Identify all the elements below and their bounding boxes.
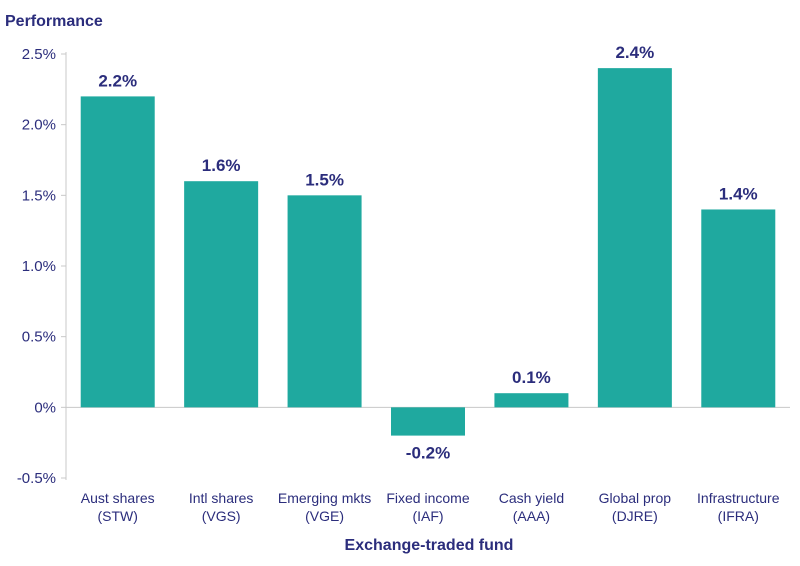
bar <box>701 209 776 408</box>
bar-value-label: 2.2% <box>98 71 137 90</box>
bar <box>184 181 259 408</box>
x-axis-categories: Aust shares (STW) Intl shares (VGS) Emerging… <box>81 490 780 524</box>
bar-value-label: 1.5% <box>305 170 344 189</box>
x-category-code: (STW) <box>97 508 137 524</box>
y-axis-title: Performance <box>5 13 103 30</box>
bar <box>391 407 465 436</box>
x-category-name: Cash yield <box>499 490 564 506</box>
y-tick-label: -0.5% <box>17 470 56 487</box>
bars-group: 2.2% 1.6% 1.5% -0.2% 0.1% 2.4% 1.4% <box>80 43 776 463</box>
x-category-name: Aust shares <box>81 490 155 506</box>
bar <box>494 393 569 408</box>
y-tick-label: 2.0% <box>22 117 56 134</box>
y-axis-ticks: 2.5% 2.0% 1.5% 1.0% 0.5% 0% -0.5% <box>17 46 66 487</box>
bar <box>80 96 155 408</box>
x-category-code: (AAA) <box>513 508 550 524</box>
bar-value-label: 2.4% <box>615 43 654 62</box>
x-category-name: Fixed income <box>386 490 469 506</box>
y-tick-label: 0.5% <box>22 329 56 346</box>
y-tick-label: 1.0% <box>22 258 56 275</box>
x-category-code: (DJRE) <box>612 508 658 524</box>
bar <box>597 68 672 408</box>
x-category-code: (IAF) <box>412 508 443 524</box>
x-category-name: Infrastructure <box>697 490 780 506</box>
bar-value-label: -0.2% <box>406 444 450 463</box>
bar-value-label: 1.4% <box>719 184 758 203</box>
x-category-name: Intl shares <box>189 490 254 506</box>
y-tick-label: 1.5% <box>22 187 56 204</box>
bar <box>287 195 362 408</box>
y-tick-label: 2.5% <box>22 46 56 63</box>
y-tick-label: 0% <box>34 399 56 416</box>
x-axis-title: Exchange-traded fund <box>345 537 514 554</box>
bar-value-label: 0.1% <box>512 368 551 387</box>
x-category-name: Global prop <box>599 490 672 506</box>
x-category-code: (VGS) <box>202 508 241 524</box>
x-category-code: (IFRA) <box>718 508 759 524</box>
bar-value-label: 1.6% <box>202 156 241 175</box>
x-category-name: Emerging mkts <box>278 490 371 506</box>
x-category-code: (VGE) <box>305 508 344 524</box>
